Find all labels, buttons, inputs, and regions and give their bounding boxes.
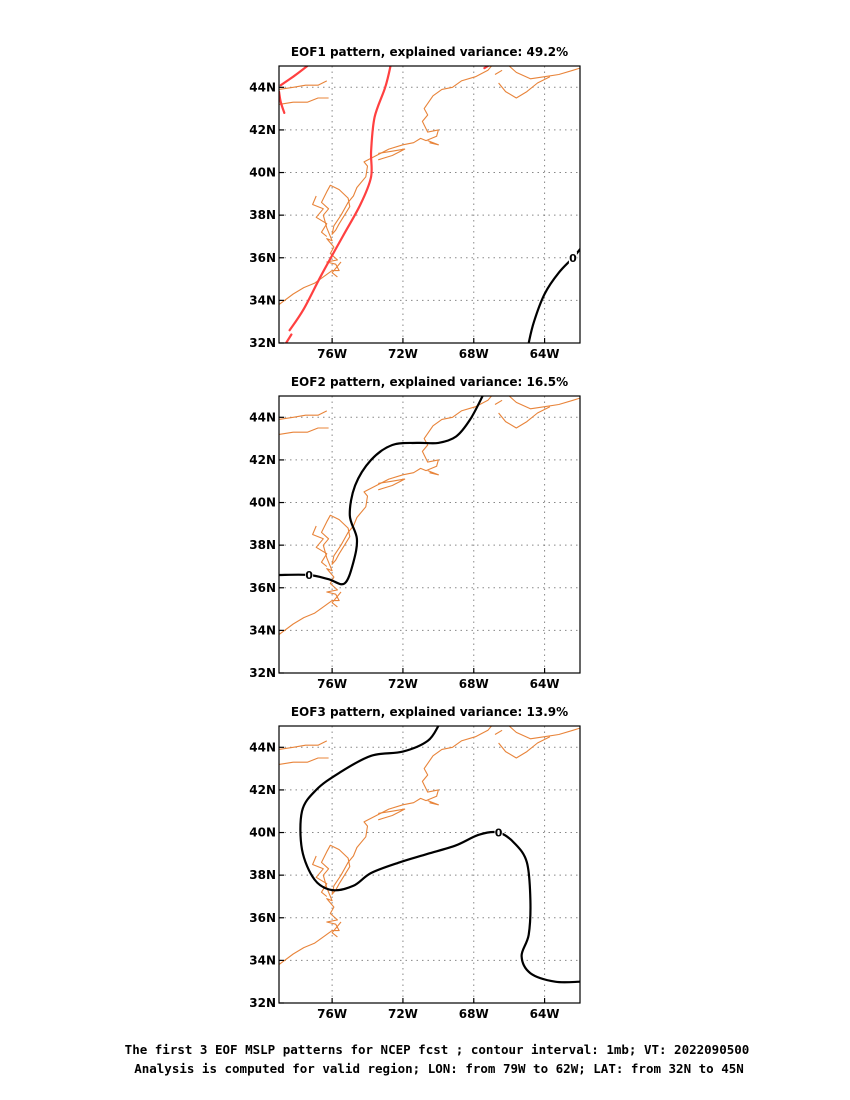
y-tick-label: 44N (249, 410, 276, 424)
coastline (378, 148, 406, 161)
map-frame (278, 395, 581, 674)
panel-title: EOF1 pattern, explained variance: 49.2% (291, 45, 568, 59)
x-tick-label: 68W (459, 347, 489, 361)
y-tick-label: 38N (249, 868, 276, 882)
eof-panel-3: EOF3 pattern, explained variance: 13.9% 0… (249, 705, 581, 1021)
x-tick-label: 64W (530, 347, 560, 361)
map-frame (278, 65, 581, 344)
coastline (312, 525, 328, 567)
zero-contour (279, 396, 484, 586)
coastline (427, 470, 439, 476)
y-tick-label: 40N (249, 166, 276, 180)
x-tick-label: 68W (459, 1007, 489, 1021)
y-tick-label: 36N (249, 911, 276, 925)
coastline (279, 97, 329, 105)
contour-label: 0 (305, 569, 313, 582)
coastline (331, 591, 342, 608)
x-tick-label: 68W (459, 677, 489, 691)
coastline (494, 399, 503, 405)
coastline (494, 729, 503, 735)
y-tick-label: 34N (249, 953, 276, 967)
coastline (331, 921, 342, 938)
y-tick-label: 32N (249, 336, 276, 350)
zero-contour (299, 726, 580, 984)
coastline (279, 740, 328, 750)
map-frame (278, 725, 581, 1004)
coastline (312, 195, 328, 237)
coastline (378, 478, 406, 491)
coastline (331, 261, 342, 278)
x-tick-label: 76W (317, 677, 347, 691)
contour-label: 0 (495, 827, 503, 840)
x-tick-label: 64W (530, 677, 560, 691)
panel-title: EOF3 pattern, explained variance: 13.9% (291, 705, 568, 719)
y-tick-label: 40N (249, 826, 276, 840)
y-tick-label: 32N (249, 666, 276, 680)
y-tick-label: 36N (249, 581, 276, 595)
coastline (498, 76, 551, 99)
y-tick-label: 36N (249, 251, 276, 265)
coastline (312, 855, 328, 897)
coastline (279, 427, 329, 435)
coastline (508, 726, 580, 740)
coastline (508, 66, 580, 80)
coastline (279, 726, 492, 966)
y-tick-label: 38N (249, 538, 276, 552)
y-tick-label: 44N (249, 740, 276, 754)
coastline (279, 396, 492, 636)
x-tick-label: 72W (388, 1007, 418, 1021)
coastline (427, 800, 439, 806)
positive-contour (285, 333, 293, 343)
y-tick-label: 44N (249, 80, 276, 94)
positive-contour (288, 66, 392, 332)
x-tick-label: 76W (317, 1007, 347, 1021)
coastline (279, 757, 329, 765)
y-tick-label: 38N (249, 208, 276, 222)
contour-label: 0 (569, 252, 577, 265)
coastline (508, 396, 580, 410)
x-tick-label: 76W (317, 347, 347, 361)
coastline (279, 80, 328, 90)
coastline (427, 140, 439, 146)
y-tick-label: 42N (249, 123, 276, 137)
coastline (494, 69, 503, 75)
caption-line-1: The first 3 EOF MSLP patterns for NCEP f… (125, 1042, 750, 1057)
y-tick-label: 32N (249, 996, 276, 1010)
eof-panel-2: EOF2 pattern, explained variance: 16.5% 0… (249, 375, 581, 691)
positive-contour (279, 90, 286, 114)
x-tick-label: 72W (388, 677, 418, 691)
coastline (279, 66, 492, 306)
caption-line-2: Analysis is computed for valid region; L… (134, 1061, 744, 1076)
x-tick-label: 72W (388, 347, 418, 361)
coastline (498, 406, 551, 429)
y-tick-label: 40N (249, 496, 276, 510)
panel-title: EOF2 pattern, explained variance: 16.5% (291, 375, 568, 389)
eof-panel-1: EOF1 pattern, explained variance: 49.2% 0… (249, 45, 581, 361)
y-tick-label: 34N (249, 623, 276, 637)
coastline (498, 736, 551, 759)
x-tick-label: 64W (530, 1007, 560, 1021)
coastline (378, 808, 406, 821)
y-tick-label: 42N (249, 783, 276, 797)
coastline (279, 410, 328, 420)
y-tick-label: 34N (249, 293, 276, 307)
positive-contour (279, 66, 309, 87)
y-tick-label: 42N (249, 453, 276, 467)
